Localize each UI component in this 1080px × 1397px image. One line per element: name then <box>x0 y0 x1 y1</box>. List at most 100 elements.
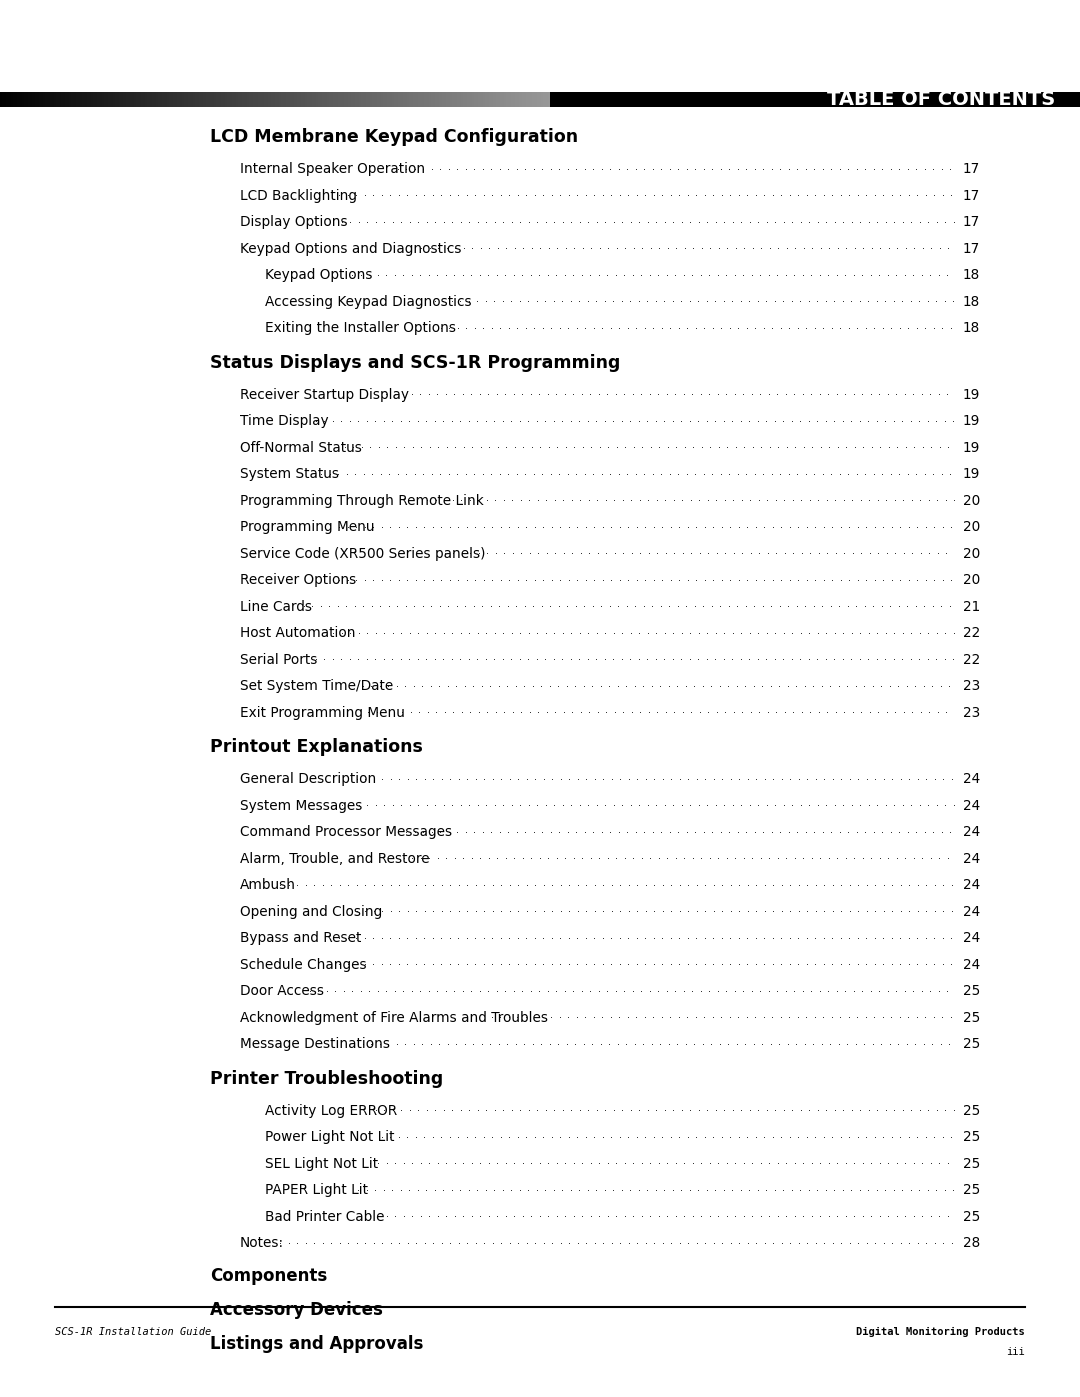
Bar <box>792 92 794 108</box>
Bar <box>716 92 718 108</box>
Bar <box>864 92 866 108</box>
Bar <box>849 92 851 108</box>
Bar <box>929 92 931 108</box>
Bar <box>545 92 548 108</box>
Bar <box>586 92 589 108</box>
Bar <box>24 92 26 108</box>
Bar <box>433 92 435 108</box>
Bar <box>742 92 744 108</box>
Bar <box>809 92 812 108</box>
Bar <box>197 92 199 108</box>
Bar <box>2 92 4 108</box>
Text: 23: 23 <box>962 679 980 693</box>
Text: 18: 18 <box>962 268 980 282</box>
Bar <box>901 92 903 108</box>
Bar <box>478 92 481 108</box>
Bar <box>242 92 244 108</box>
Bar <box>177 92 179 108</box>
Bar <box>994 92 996 108</box>
Text: Off-Normal Status: Off-Normal Status <box>240 440 362 454</box>
Text: Keypad Options and Diagnostics: Keypad Options and Diagnostics <box>240 242 461 256</box>
Bar <box>390 92 392 108</box>
Bar <box>768 92 770 108</box>
Bar <box>961 92 963 108</box>
Bar <box>266 92 268 108</box>
Bar <box>282 92 284 108</box>
Text: 19: 19 <box>962 440 980 454</box>
Bar <box>368 92 370 108</box>
Bar <box>825 92 827 108</box>
Bar <box>1074 92 1076 108</box>
Bar <box>970 92 972 108</box>
Bar <box>935 92 937 108</box>
Text: Listings and Approvals: Listings and Approvals <box>210 1334 423 1352</box>
Text: 20: 20 <box>962 493 980 507</box>
Bar <box>502 92 504 108</box>
Text: Printout Explanations: Printout Explanations <box>210 738 423 756</box>
Bar <box>744 92 746 108</box>
Text: Exiting the Installer Options: Exiting the Installer Options <box>265 321 456 335</box>
Bar <box>199 92 201 108</box>
Bar <box>11 92 13 108</box>
Bar <box>259 92 261 108</box>
Bar <box>623 92 625 108</box>
Bar <box>1011 92 1013 108</box>
Bar <box>944 92 946 108</box>
Bar <box>597 92 599 108</box>
Bar <box>753 92 755 108</box>
Bar <box>63 92 65 108</box>
Bar <box>517 92 519 108</box>
Bar <box>459 92 461 108</box>
Bar <box>703 92 705 108</box>
Bar <box>188 92 190 108</box>
Bar <box>342 92 345 108</box>
Bar <box>76 92 78 108</box>
Bar <box>640 92 643 108</box>
Bar <box>853 92 855 108</box>
Bar <box>989 92 991 108</box>
Bar <box>138 92 140 108</box>
Bar <box>552 92 554 108</box>
Bar <box>396 92 399 108</box>
Text: 24: 24 <box>962 877 980 893</box>
Bar <box>229 92 231 108</box>
Bar <box>362 92 364 108</box>
Bar <box>875 92 877 108</box>
Bar <box>225 92 227 108</box>
Bar <box>388 92 390 108</box>
Bar <box>442 92 444 108</box>
Bar <box>879 92 881 108</box>
Bar <box>153 92 156 108</box>
Text: 19: 19 <box>962 467 980 481</box>
Bar <box>632 92 634 108</box>
Text: Acknowledgment of Fire Alarms and Troubles: Acknowledgment of Fire Alarms and Troubl… <box>240 1010 548 1024</box>
Bar <box>991 92 994 108</box>
Text: 18: 18 <box>962 321 980 335</box>
Bar <box>858 92 860 108</box>
Text: Internal Speaker Operation: Internal Speaker Operation <box>240 162 426 176</box>
Bar <box>789 92 792 108</box>
Bar <box>862 92 864 108</box>
Bar <box>347 92 349 108</box>
Bar <box>636 92 638 108</box>
Bar <box>386 92 388 108</box>
Bar <box>764 92 766 108</box>
Bar <box>832 92 834 108</box>
Bar <box>93 92 95 108</box>
Bar <box>65 92 67 108</box>
Text: 24: 24 <box>962 773 980 787</box>
Bar <box>192 92 194 108</box>
Bar <box>310 92 312 108</box>
Bar <box>474 92 476 108</box>
Bar <box>777 92 779 108</box>
Text: 17: 17 <box>962 162 980 176</box>
Bar <box>651 92 653 108</box>
Bar <box>168 92 171 108</box>
Bar <box>481 92 483 108</box>
Text: iii: iii <box>1007 1347 1025 1356</box>
Bar <box>881 92 883 108</box>
Bar <box>6 92 9 108</box>
Text: 24: 24 <box>962 957 980 971</box>
Bar <box>836 92 838 108</box>
Bar <box>987 92 989 108</box>
